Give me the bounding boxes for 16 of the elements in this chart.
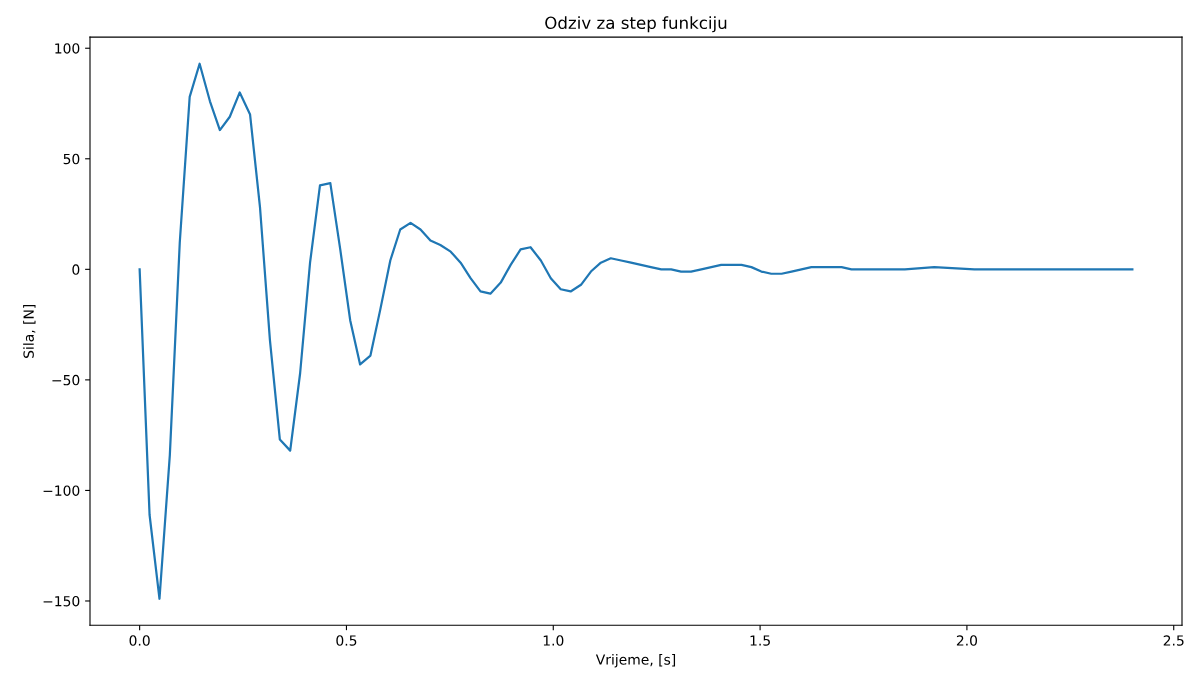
y-tick-label: −50 <box>52 374 80 386</box>
y-tick-label: 100 <box>55 43 80 54</box>
y-axis-title: Sila, [N] <box>23 304 36 358</box>
x-tick-label: 1.5 <box>750 635 770 646</box>
x-axis-title: Vrijeme, [s] <box>595 654 676 668</box>
y-tick-label: −150 <box>43 595 80 607</box>
y-tick-label: 0 <box>72 264 80 275</box>
x-tick-label: 0.0 <box>129 635 150 646</box>
x-tick-label: 2.0 <box>956 635 978 646</box>
x-tick-label: 1.0 <box>543 635 564 646</box>
chart-title: Odziv za step funkciju <box>545 16 727 33</box>
y-tick-label: −100 <box>43 485 80 496</box>
y-tick-label: 50 <box>63 153 80 165</box>
line-series <box>138 62 1134 600</box>
x-tick-label: 0.5 <box>336 635 357 646</box>
x-tick-label: 2.5 <box>1163 635 1184 646</box>
